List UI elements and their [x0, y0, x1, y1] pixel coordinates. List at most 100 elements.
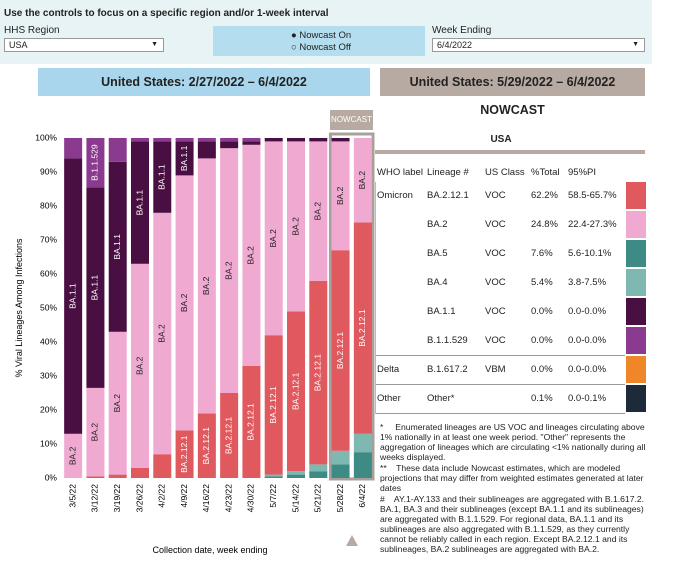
region-select[interactable]: USA ▼ — [4, 38, 164, 52]
segment-label: BA.2.12.1 — [223, 417, 233, 455]
segment-label: BA.2 — [223, 261, 233, 280]
bar-segment — [64, 158, 83, 434]
table-cell: 22.4-27.3% — [568, 219, 617, 230]
segment-label: B.1.1.529 — [90, 144, 100, 181]
table-title: USA — [490, 134, 512, 145]
table-cell: BA.2 — [427, 219, 448, 230]
nowcast-toggle: ● Nowcast On ○ Nowcast Off — [213, 26, 425, 56]
bar-segment — [153, 141, 172, 213]
x-tick-label: 4/16/22 — [201, 484, 211, 513]
table-cell: 0.0% — [531, 364, 553, 375]
nowcast-tag-bg — [330, 110, 373, 130]
bar-segment — [86, 138, 105, 188]
footnote: ** These data include Nowcast estimates,… — [380, 463, 646, 493]
y-tick-label: 80% — [40, 200, 57, 210]
nowcast-arrow[interactable] — [346, 535, 358, 546]
segment-label: BA.2 — [246, 246, 256, 265]
y-tick-label: 30% — [40, 370, 57, 380]
bar-segment — [309, 138, 328, 142]
segment-label: BA.2.12.1 — [335, 332, 345, 370]
nowcast-on[interactable]: ● Nowcast On — [291, 30, 352, 41]
bar-segment — [287, 311, 305, 472]
bar-segment — [175, 175, 194, 431]
segment-label: BA.2 — [335, 186, 345, 205]
segment-label: BA.2.12.1 — [357, 309, 367, 347]
bar-segment — [353, 222, 372, 434]
bar-segment — [287, 471, 305, 475]
bar-segment — [131, 141, 149, 264]
table-cell: 0.0-0.1% — [568, 393, 607, 404]
segment-label: BA.2 — [157, 324, 167, 343]
row-rule — [375, 384, 625, 385]
bar-segment — [131, 263, 149, 468]
y-tick-label: 90% — [40, 166, 57, 176]
lineage-table: USA WHO label Lineage # US Class %Total 95%P… — [375, 130, 647, 415]
column-header: WHO label — [377, 167, 423, 178]
bar-segment — [331, 464, 350, 478]
bar-segment — [353, 433, 372, 453]
table-cell: BA.5 — [427, 248, 448, 259]
segment-label: BA.2 — [268, 229, 278, 248]
week-select[interactable]: 6/4/2022 ▼ — [432, 38, 645, 52]
x-tick-label: 6/4/22 — [357, 484, 367, 508]
bar-segment — [264, 138, 283, 142]
segment-label: BA.1.1 — [134, 190, 144, 216]
bar-segment — [153, 212, 172, 455]
footnote: # AY.1-AY.133 and their sublineages are … — [380, 494, 647, 554]
color-swatch — [626, 385, 646, 412]
bar-segment — [264, 476, 283, 478]
segment-label: BA.1.1 — [112, 234, 122, 260]
x-tick-label: 5/14/22 — [290, 484, 300, 513]
y-tick-label: 40% — [40, 336, 57, 346]
x-tick-label: 3/19/22 — [112, 484, 122, 513]
bar-segment — [175, 138, 194, 142]
segment-label: BA.2.12.1 — [246, 403, 256, 441]
x-tick-label: 5/21/22 — [313, 484, 323, 513]
x-tick-label: 3/5/22 — [67, 484, 77, 508]
bar-segment — [353, 138, 372, 223]
bar-segment — [287, 141, 305, 312]
column-header: 95%PI — [568, 167, 596, 178]
table-cell: 0.0% — [531, 335, 553, 346]
segment-label: BA.2 — [134, 356, 144, 375]
week-value: 6/4/2022 — [437, 40, 473, 50]
bar-segment — [197, 141, 216, 159]
bar-segment — [64, 433, 83, 478]
region-value: USA — [9, 40, 28, 50]
table-cell: VOC — [485, 335, 506, 346]
x-axis-title: Collection date, week ending — [152, 545, 267, 555]
color-swatch — [626, 182, 646, 209]
bar-segment — [264, 141, 283, 336]
bar-segment — [108, 331, 127, 475]
x-tick-label: 4/2/22 — [157, 484, 167, 508]
bar-segment — [287, 138, 305, 142]
table-cell: VOC — [485, 277, 506, 288]
bar-segment — [197, 158, 216, 414]
segment-label: BA.2.12.1 — [313, 354, 323, 392]
x-tick-label: 4/23/22 — [223, 484, 233, 513]
nowcast-on-label: Nowcast On — [299, 30, 352, 41]
instruction: Use the controls to focus on a specific … — [4, 8, 329, 19]
table-cell: VOC — [485, 219, 506, 230]
bar-segment — [242, 141, 261, 145]
footnote: * Enumerated lineages are US VOC and lin… — [380, 422, 648, 462]
table-cell: BA.4 — [427, 277, 448, 288]
y-axis-title: % Viral Lineages Among Infections — [14, 238, 24, 377]
table-cell: 5.6-10.1% — [568, 248, 612, 259]
nowcast-off[interactable]: ○ Nowcast Off — [291, 42, 351, 53]
table-cell: 0.0% — [531, 306, 553, 317]
week-label: Week Ending — [432, 25, 492, 36]
table-cell: BA.2.12.1 — [427, 190, 469, 201]
bar-segment — [309, 280, 328, 465]
bar-segment — [220, 148, 239, 393]
segment-label: BA.2 — [357, 171, 367, 190]
bar-segment — [309, 471, 328, 478]
region-label: HHS Region — [4, 25, 60, 36]
table-cell: B.1.1.529 — [427, 335, 468, 346]
bar-segment — [331, 141, 350, 251]
right-panel-title: United States: 5/29/2022 – 6/4/2022 NOWC… — [380, 68, 645, 117]
bar-segment — [108, 474, 127, 478]
table-cell: BA.1.1 — [427, 306, 456, 317]
x-tick-label: 3/26/22 — [134, 484, 144, 513]
